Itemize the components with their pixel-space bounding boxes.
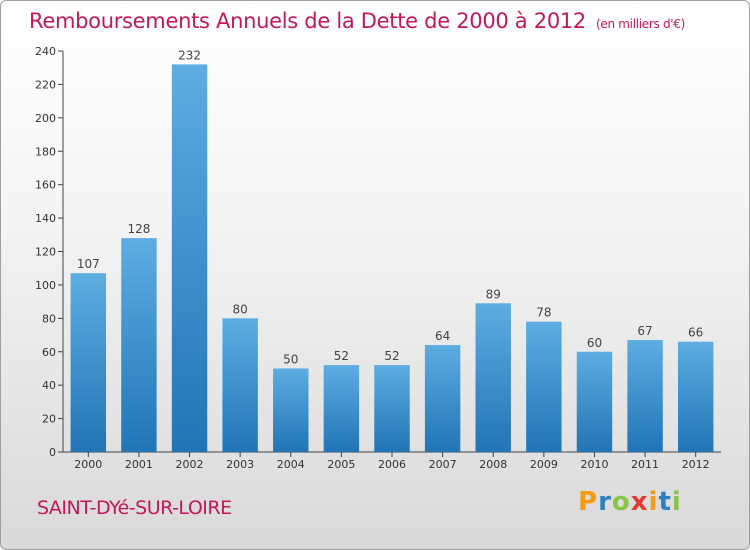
y-tick-label: 0: [49, 446, 56, 459]
chart-subtitle: (en milliers d'€): [596, 17, 686, 31]
data-label-2004: 50: [283, 352, 298, 366]
x-tick-label: 2007: [429, 458, 457, 471]
x-tick-label: 2000: [74, 458, 102, 471]
bar-2012: [677, 341, 714, 452]
bar-2010: [576, 351, 613, 452]
x-tick-label: 2012: [682, 458, 710, 471]
logo-letter: i: [648, 487, 659, 517]
bar-2009: [526, 321, 562, 452]
x-tick-label: 2010: [580, 458, 608, 471]
bar-2006: [374, 365, 410, 452]
bars: [70, 64, 714, 452]
data-labels: 107 128 232 80 50 52 52 64 89 78 60 67 66: [77, 48, 703, 366]
x-tick-label: 2011: [631, 458, 659, 471]
y-tick-label: 140: [35, 212, 56, 225]
x-tick-label: 2005: [327, 458, 355, 471]
data-label-2007: 64: [435, 329, 450, 343]
x-tick-label: 2006: [378, 458, 406, 471]
data-label-2012: 66: [688, 326, 703, 340]
bar-2002: [171, 64, 208, 452]
chart-title-text: Remboursements Annuels de la Dette de 20…: [29, 9, 586, 33]
y-tick-label: 60: [42, 346, 56, 359]
y-tick-label: 240: [35, 45, 56, 58]
y-tick-label: 100: [35, 279, 56, 292]
logo-letter: r: [598, 487, 612, 517]
x-axis: 2000 2001 2002 2003 2004 2005 2006 2007 2008 2009…: [63, 451, 721, 471]
x-tick-label: 2001: [125, 458, 153, 471]
x-tick-label: 2002: [176, 458, 204, 471]
x-tick-label: 2009: [530, 458, 558, 471]
bar-2011: [627, 340, 663, 452]
chart-title: Remboursements Annuels de la Dette de 20…: [29, 9, 685, 33]
y-tick-label: 220: [35, 78, 56, 91]
bar-2007: [424, 345, 461, 452]
x-tick-label: 2008: [479, 458, 507, 471]
data-label-2000: 107: [77, 257, 100, 271]
bar-2003: [222, 318, 258, 452]
x-tick-label: 2004: [277, 458, 305, 471]
y-tick-label: 200: [35, 112, 56, 125]
data-label-2003: 80: [233, 302, 248, 316]
bar-2005: [323, 365, 360, 452]
y-tick-label: 80: [42, 312, 56, 325]
logo-letter: x: [630, 487, 649, 517]
data-label-2005: 52: [334, 349, 349, 363]
y-tick-label: 20: [42, 413, 56, 426]
data-label-2009: 78: [536, 306, 551, 320]
city-name: SAINT-DYé-SUR-LOIRE: [37, 497, 232, 519]
data-label-2002: 232: [178, 48, 201, 62]
proxiti-logo: Proxiti: [578, 487, 682, 517]
x-tick-label: 2003: [226, 458, 254, 471]
logo-letter: P: [578, 487, 599, 517]
y-tick-label: 120: [35, 246, 56, 259]
data-label-2006: 52: [384, 349, 399, 363]
y-tick-label: 180: [35, 145, 56, 158]
bar-2008: [475, 303, 511, 452]
bar-2000: [70, 273, 107, 452]
data-label-2011: 67: [637, 324, 652, 338]
y-axis: 0 20 40 60 80 100 120 140 160 180 200 220 240: [35, 45, 64, 459]
data-label-2001: 128: [127, 222, 150, 236]
data-label-2010: 60: [587, 336, 602, 350]
logo-letter: o: [611, 487, 631, 517]
logo-letter: i: [671, 487, 682, 517]
data-label-2008: 89: [486, 287, 501, 301]
y-tick-label: 40: [42, 379, 56, 392]
y-tick-label: 160: [35, 179, 56, 192]
logo-letter: t: [658, 487, 672, 517]
bar-2001: [121, 238, 157, 452]
bar-2004: [273, 368, 309, 452]
